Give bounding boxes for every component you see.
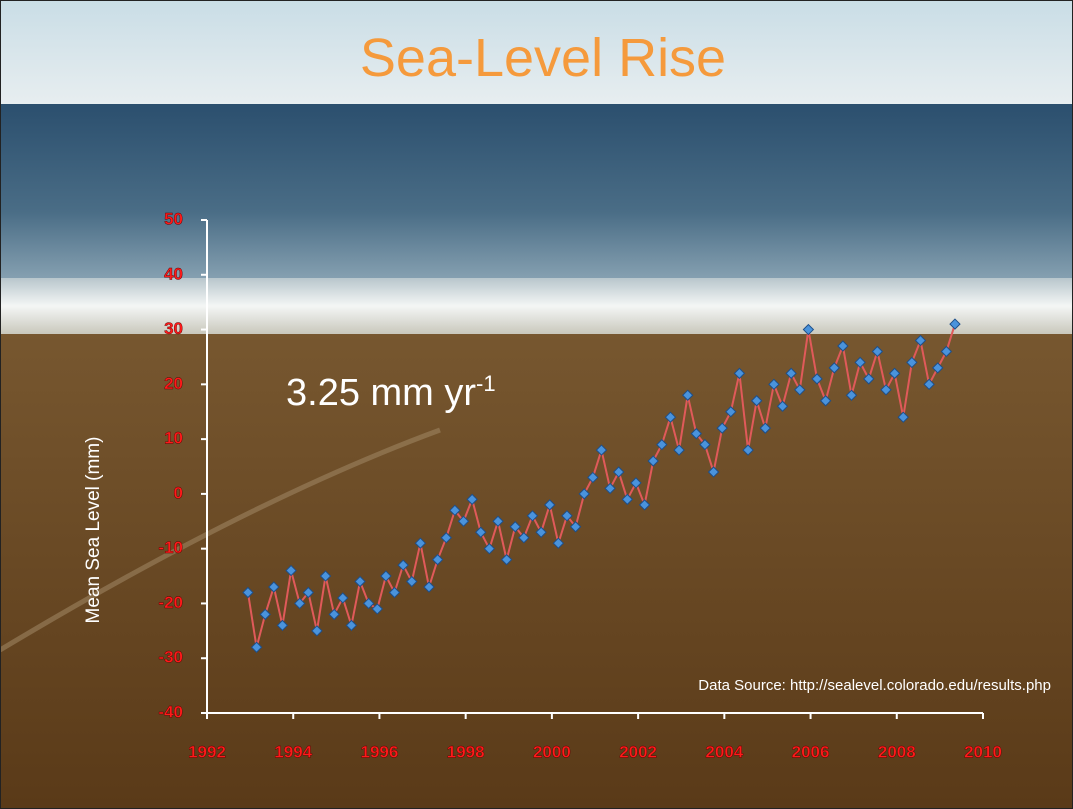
- x-tick-label: 1994: [274, 742, 312, 761]
- x-tick-label: 2008: [878, 742, 916, 761]
- y-tick-label: 10: [164, 429, 183, 448]
- y-tick-label: 30: [164, 319, 183, 338]
- y-tick-label: 50: [164, 209, 183, 228]
- y-tick-label: 0: [174, 483, 183, 502]
- y-tick-label: -10: [158, 538, 183, 557]
- y-axis-label: Mean Sea Level (mm): [83, 437, 104, 624]
- x-tick-label: 2000: [533, 742, 571, 761]
- y-tick-label: 20: [164, 374, 183, 393]
- x-tick-label: 2006: [792, 742, 830, 761]
- annotation-text: 3.25 mm yr: [286, 372, 476, 414]
- x-tick-label: 1996: [361, 742, 399, 761]
- y-tick-label: 40: [164, 264, 183, 283]
- y-tick-label: -30: [158, 648, 183, 667]
- slide: Sea-Level Rise Mean Sea Level (mm) 3.25 …: [0, 0, 1073, 809]
- x-tick-label: 2004: [705, 742, 743, 761]
- x-tick-label: 1992: [188, 742, 226, 761]
- y-tick-label: -40: [158, 702, 183, 721]
- source-note: Data Source: http://sealevel.colorado.ed…: [698, 677, 1051, 694]
- x-tick-label: 2002: [619, 742, 657, 761]
- annotation-superscript: -1: [476, 371, 496, 396]
- annotation: 3.25 mm yr-1: [286, 371, 496, 414]
- chart-title: Sea-Level Rise: [360, 28, 726, 88]
- x-tick-label: 1998: [447, 742, 485, 761]
- y-tick-label: -20: [158, 593, 183, 612]
- x-tick-label: 2010: [964, 742, 1002, 761]
